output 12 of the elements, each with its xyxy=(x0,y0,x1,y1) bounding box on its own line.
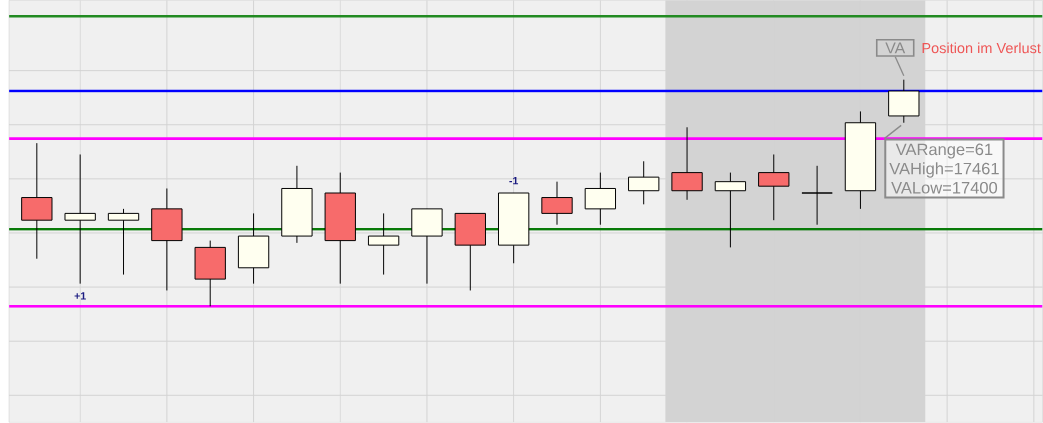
candlestick xyxy=(367,213,400,276)
candlestick xyxy=(64,154,96,285)
annotation: VARange=61 xyxy=(895,143,993,159)
text: VA xyxy=(885,42,906,54)
annotation: -1 xyxy=(509,177,519,185)
candlestick xyxy=(801,165,833,226)
candlestick xyxy=(107,208,140,276)
annotation: VAHigh=17461 xyxy=(889,162,999,178)
candlestick xyxy=(714,172,747,249)
annotation: VALow=17400 xyxy=(891,182,998,194)
annotation: +1 xyxy=(74,292,86,300)
text: Position im Verlust xyxy=(922,42,1041,54)
